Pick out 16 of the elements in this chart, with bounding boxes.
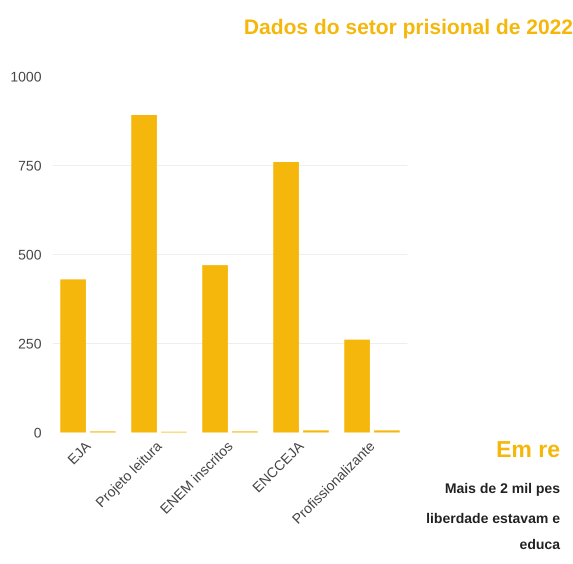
text: Mais de 2 mil pes xyxy=(444,478,560,498)
chart-title: Dados do setor prisional de 2022 xyxy=(244,15,573,41)
bar xyxy=(202,265,228,432)
y-tick-label: 500 xyxy=(18,246,42,262)
bar xyxy=(273,162,299,432)
text: liberdade estavam e xyxy=(426,508,560,528)
text: educa xyxy=(518,534,560,554)
bar xyxy=(344,340,370,432)
text: Em re xyxy=(495,435,560,464)
y-tick-label: 250 xyxy=(18,336,42,352)
y-tick-label: 1000 xyxy=(10,68,42,84)
bar xyxy=(131,114,157,432)
y-tick-label: 0 xyxy=(34,424,42,440)
bar xyxy=(60,279,86,432)
y-tick-label: 750 xyxy=(18,158,42,174)
x-tick-label: EJA xyxy=(64,437,94,468)
